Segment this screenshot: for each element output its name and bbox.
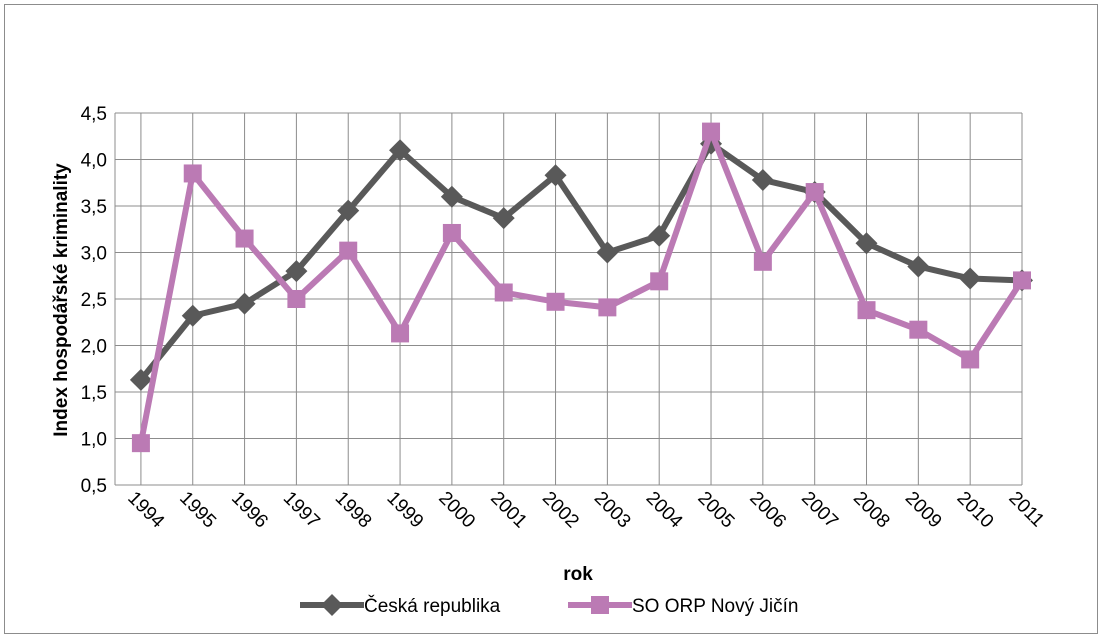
point-marker: [598, 298, 617, 317]
point-marker: [961, 350, 980, 369]
y-tick-label: 2,0: [81, 337, 107, 358]
point-marker: [751, 168, 774, 191]
y-tick-label: 4,0: [81, 151, 107, 172]
point-marker: [442, 223, 461, 242]
y-axis-title: Index hospodářské kriminality: [51, 163, 72, 437]
point-marker: [389, 139, 412, 162]
point-marker: [855, 232, 878, 255]
point-marker: [1013, 271, 1031, 290]
point-marker: [702, 122, 721, 141]
x-axis-title: rok: [563, 564, 593, 585]
point-marker: [337, 199, 360, 222]
point-marker: [285, 260, 308, 283]
point-marker: [494, 283, 513, 302]
series-line: [138, 140, 1023, 382]
y-tick-label: 0,5: [81, 476, 107, 497]
point-marker: [857, 301, 876, 320]
y-tick-label: 1,5: [81, 383, 107, 404]
point-marker: [233, 292, 256, 315]
point-marker: [596, 241, 619, 264]
legend-marker: [321, 594, 343, 616]
y-tick-label: 4,5: [81, 104, 107, 125]
y-tick-label: 2,5: [81, 290, 107, 311]
legend-label: SO ORP Nový Jičín: [632, 596, 798, 617]
point-marker: [129, 368, 152, 391]
point-marker: [909, 320, 928, 339]
point-marker: [650, 272, 669, 291]
point-marker: [753, 252, 772, 271]
y-tick-label: 3,0: [81, 244, 107, 265]
y-tick-label: 1,0: [81, 430, 107, 451]
point-marker: [907, 255, 930, 278]
point-marker: [391, 324, 410, 343]
y-tick-label: 3,5: [81, 197, 107, 218]
point-marker: [235, 229, 254, 248]
point-marker: [546, 292, 565, 311]
point-marker: [544, 164, 567, 187]
legend-marker: [591, 596, 609, 614]
point-marker: [287, 290, 306, 308]
point-marker: [440, 185, 463, 208]
point-marker: [339, 241, 358, 260]
point-marker: [648, 224, 671, 247]
point-marker: [131, 434, 150, 453]
point-marker: [959, 267, 982, 290]
point-marker: [805, 183, 824, 202]
point-marker: [183, 164, 202, 183]
chart-frame: [4, 4, 1098, 634]
point-marker: [492, 207, 515, 230]
point-marker: [181, 304, 204, 327]
legend-label: Česká republika: [364, 595, 501, 617]
